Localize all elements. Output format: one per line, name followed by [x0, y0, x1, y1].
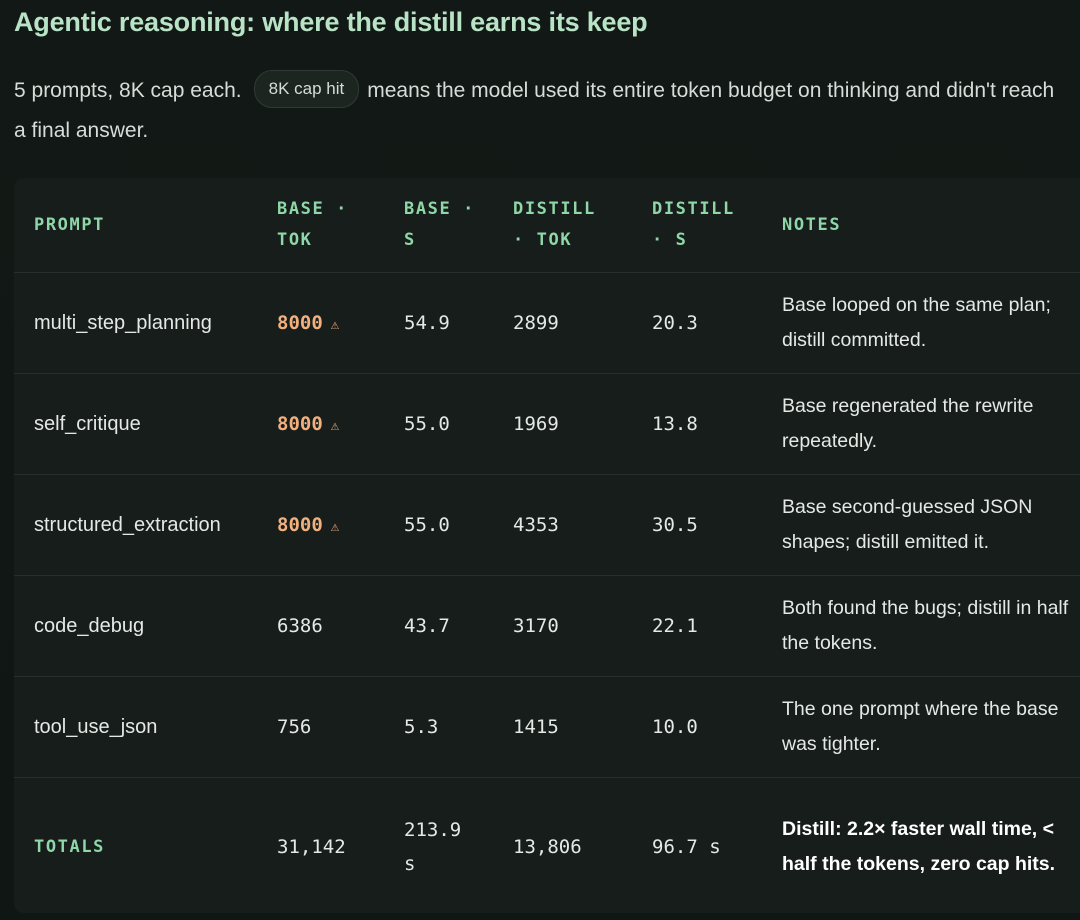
row-prompt: structured_extraction	[14, 474, 277, 576]
row-distill-tok: 3170	[513, 575, 652, 677]
totals-base-s-value: 213.9 s	[404, 819, 462, 875]
row-base-s: 5.3	[404, 676, 513, 778]
table-row: tool_use_json 756 5.3 1415 10.0 The one promp…	[14, 676, 1080, 778]
intro-text-before: 5 prompts, 8K cap each.	[14, 79, 242, 102]
warning-icon: ⚠	[330, 317, 340, 333]
header-base-tok: BASE · TOK	[277, 178, 404, 273]
row-notes: Base looped on the same plan; distill co…	[782, 272, 1080, 374]
row-distill-s: 30.5	[652, 474, 782, 576]
header-prompt: PROMPT	[14, 178, 277, 273]
row-notes: Base second-guessed JSON shapes; distill…	[782, 474, 1080, 576]
header-distill-tok: DISTILL · TOK	[513, 178, 652, 273]
warning-icon: ⚠	[330, 519, 340, 535]
header-base-s: BASE · S	[404, 178, 513, 273]
row-base-tok: 6386	[277, 575, 404, 677]
row-distill-s: 22.1	[652, 575, 782, 677]
row-notes: Base regenerated the rewrite repeatedly.	[782, 373, 1080, 475]
row-base-s: 54.9	[404, 272, 513, 374]
header-distill-s: DISTILL · S	[652, 178, 782, 273]
results-table: PROMPT BASE · TOK BASE · S DISTILL · TOK…	[14, 178, 1080, 913]
totals-base-tok: 31,142	[277, 836, 346, 858]
totals-base-s: 213.9 s	[404, 778, 513, 914]
table-row: structured_extraction 8000 ⚠ 55.0 4353 30.5 Ba…	[14, 474, 1080, 576]
row-distill-s: 10.0	[652, 676, 782, 778]
totals-row: TOTALS 31,142 213.9 s 13,806 96.7 s Dist…	[14, 778, 1080, 914]
row-base-s: 55.0	[404, 373, 513, 475]
table-row: code_debug 6386 43.7 3170 22.1 Both found the…	[14, 575, 1080, 677]
row-base-s: 43.7	[404, 575, 513, 677]
table-row: self_critique 8000 ⚠ 55.0 1969 13.8 Base regen…	[14, 373, 1080, 475]
intro-text-after: means the model used its entire token bu…	[14, 79, 1055, 142]
row-distill-tok: 2899	[513, 272, 652, 374]
totals-distill-s: 96.7 s	[652, 836, 721, 858]
row-base-tok-value: 8000	[277, 312, 323, 334]
header-distill-tok-label: DISTILL · TOK	[513, 199, 596, 250]
table-row: multi_step_planning 8000 ⚠ 54.9 2899 20.3 Base…	[14, 272, 1080, 374]
row-base-tok: 8000 ⚠	[277, 373, 404, 475]
header-base-tok-label: BASE · TOK	[277, 199, 349, 250]
row-distill-s: 20.3	[652, 272, 782, 374]
row-prompt: code_debug	[14, 575, 277, 677]
row-notes: Both found the bugs; distill in half the…	[782, 575, 1080, 677]
row-notes: The one prompt where the base was tighte…	[782, 676, 1080, 778]
row-prompt: self_critique	[14, 373, 277, 475]
row-base-tok: 8000 ⚠	[277, 474, 404, 576]
totals-label: TOTALS	[34, 837, 106, 857]
totals-distill-tok: 13,806	[513, 836, 582, 858]
row-distill-tok: 1415	[513, 676, 652, 778]
row-distill-tok: 4353	[513, 474, 652, 576]
intro-paragraph: 5 prompts, 8K cap each. 8K cap hit means t…	[14, 70, 1064, 151]
results-table-card: PROMPT BASE · TOK BASE · S DISTILL · TOK…	[14, 178, 1080, 913]
row-base-s: 55.0	[404, 474, 513, 576]
header-base-s-label: BASE · S	[404, 199, 476, 250]
row-base-tok-value: 756	[277, 716, 312, 738]
header-distill-s-label: DISTILL · S	[652, 199, 735, 250]
page-title: Agentic reasoning: where the distill ear…	[14, 7, 648, 37]
row-base-tok-value: 8000	[277, 413, 323, 435]
row-base-tok: 8000 ⚠	[277, 272, 404, 374]
totals-notes: Distill: 2.2× faster wall time, < half t…	[782, 818, 1056, 875]
row-base-tok-value: 6386	[277, 615, 323, 637]
row-prompt: multi_step_planning	[14, 272, 277, 374]
table-header-row: PROMPT BASE · TOK BASE · S DISTILL · TOK…	[14, 178, 1080, 273]
header-notes: NOTES	[782, 178, 1080, 273]
row-base-tok: 756	[277, 676, 404, 778]
row-distill-tok: 1969	[513, 373, 652, 475]
row-prompt: tool_use_json	[14, 676, 277, 778]
row-base-tok-value: 8000	[277, 514, 323, 536]
warning-icon: ⚠	[330, 418, 340, 434]
cap-hit-badge: 8K cap hit	[253, 70, 360, 109]
row-distill-s: 13.8	[652, 373, 782, 475]
